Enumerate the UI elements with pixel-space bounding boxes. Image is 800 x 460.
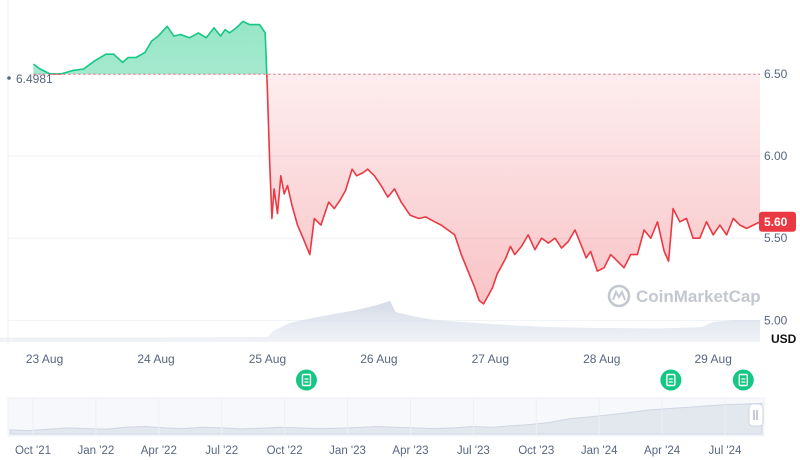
navigator-tick-label: Oct '23 bbox=[518, 445, 554, 457]
area-fill-below bbox=[266, 74, 760, 304]
x-tick-label: 27 Aug bbox=[472, 352, 509, 366]
document-icon[interactable] bbox=[660, 369, 682, 391]
document-icon[interactable] bbox=[295, 369, 317, 391]
current-price-label: 5.60 bbox=[764, 215, 788, 229]
coinmarketcap-logo-icon bbox=[607, 284, 631, 308]
x-tick-label: 29 Aug bbox=[695, 352, 732, 366]
event-marker[interactable] bbox=[295, 369, 317, 391]
x-ticks: 23 Aug 24 Aug 25 Aug 26 Aug 27 Aug 28 Aug 29 A… bbox=[26, 352, 732, 366]
navigator-tick-label: Jan '24 bbox=[581, 445, 618, 457]
event-markers[interactable] bbox=[295, 369, 754, 391]
x-tick-label: 26 Aug bbox=[360, 352, 397, 366]
y-tick-label: 6.50 bbox=[764, 67, 788, 81]
navigator-ticks: Oct '21 Jan '22 Apr '22 Jul '22 Oct '22 Jan '… bbox=[15, 398, 742, 457]
price-chart[interactable]: CoinMarketCap 6.4981 6.50 6.00 5.50 5.00 5.… bbox=[0, 0, 800, 345]
navigator-tick-label: Apr '22 bbox=[141, 445, 177, 457]
navigator-handle[interactable] bbox=[748, 403, 764, 427]
time-range-navigator[interactable]: Oct '21 Jan '22 Apr '22 Jul '22 Oct '22 Jan '… bbox=[0, 395, 800, 460]
baseline-value: 6.4981 bbox=[16, 72, 53, 86]
x-tick-label: 24 Aug bbox=[137, 352, 174, 366]
volume-area bbox=[0, 301, 760, 342]
y-tick-label: 5.00 bbox=[764, 313, 788, 327]
y-axis: 6.50 6.00 5.50 5.00 bbox=[764, 67, 788, 327]
x-tick-label: 28 Aug bbox=[583, 352, 620, 366]
document-icon[interactable] bbox=[732, 369, 754, 391]
price-line-up bbox=[32, 20, 268, 75]
watermark: CoinMarketCap bbox=[607, 284, 761, 308]
navigator-tick-label: Apr '24 bbox=[644, 445, 681, 457]
watermark-text: CoinMarketCap bbox=[636, 287, 761, 306]
y-tick-label: 5.50 bbox=[764, 231, 788, 245]
area-fill-above bbox=[33, 21, 760, 75]
event-marker[interactable] bbox=[732, 369, 754, 391]
navigator-tick-label: Jul '23 bbox=[457, 445, 490, 457]
navigator-tick-label: Jan '23 bbox=[329, 445, 366, 457]
current-price-badge: 5.60 bbox=[759, 211, 796, 232]
x-tick-label: 25 Aug bbox=[249, 352, 286, 366]
navigator-tick-label: Oct '21 bbox=[15, 445, 51, 457]
navigator-tick-label: Oct '22 bbox=[267, 445, 303, 457]
event-marker[interactable] bbox=[660, 369, 682, 391]
navigator-tick-label: Jul '24 bbox=[709, 445, 742, 457]
navigator-tick-label: Apr '23 bbox=[392, 445, 428, 457]
price-series bbox=[32, 20, 760, 305]
navigator-tick-label: Jan '22 bbox=[78, 445, 115, 457]
volume-area-path bbox=[0, 301, 760, 342]
y-tick-label: 6.00 bbox=[764, 149, 788, 163]
x-tick-label: 23 Aug bbox=[26, 352, 63, 366]
price-line-down bbox=[48, 74, 760, 305]
x-axis: 23 Aug 24 Aug 25 Aug 26 Aug 27 Aug 28 Aug 29 A… bbox=[0, 345, 800, 395]
navigator-profile-path bbox=[9, 402, 763, 435]
unit-label: USD bbox=[771, 332, 797, 345]
x-axis-svg: 23 Aug 24 Aug 25 Aug 26 Aug 27 Aug 28 Aug 29 A… bbox=[26, 352, 754, 391]
navigator-tick-label: Jul '22 bbox=[205, 445, 238, 457]
baseline-label: 6.4981 bbox=[7, 72, 53, 86]
navigator-profile bbox=[9, 402, 763, 435]
